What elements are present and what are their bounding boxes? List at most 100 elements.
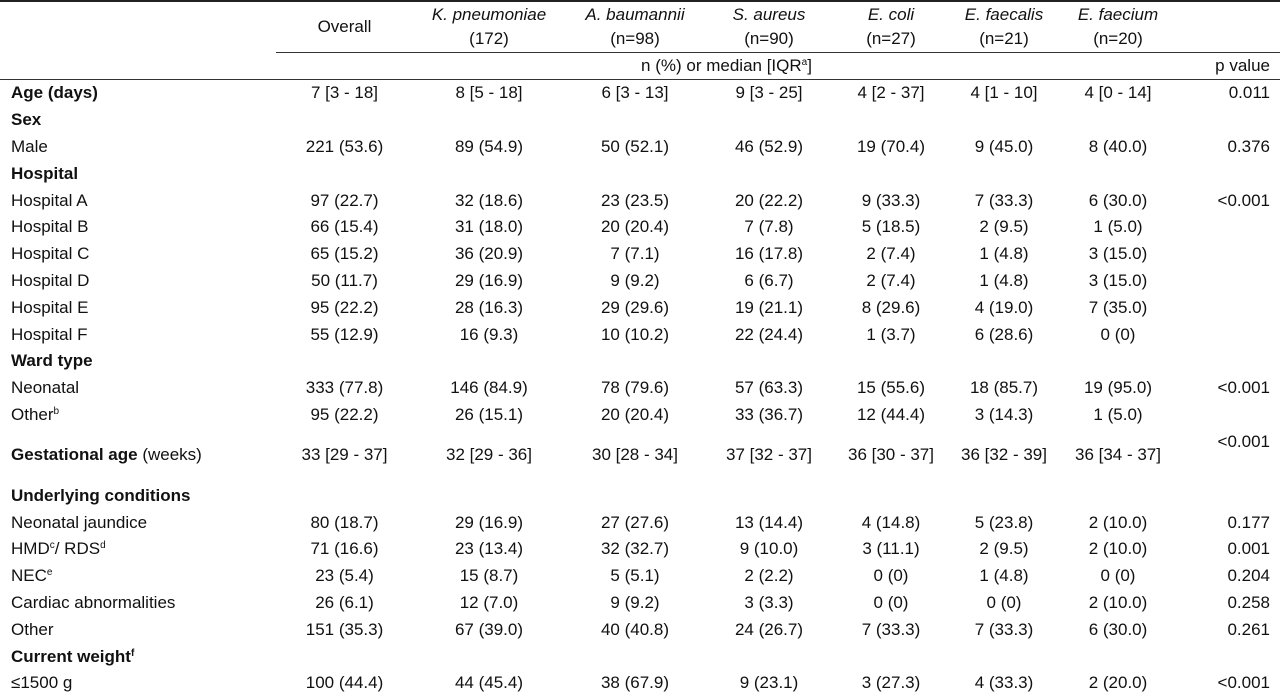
table-cell: 9 (9.2) [610,270,660,290]
table-cell: 6 [3 - 13] [601,83,669,103]
table-cell: 2 (20.0) [1088,673,1148,693]
table-cell: 1 (5.0) [1093,404,1143,424]
table-cell: 8 (40.0) [1088,136,1148,156]
table-cell: 9 (9.2) [610,592,660,612]
table-cell: 80 (18.7) [310,512,379,532]
table-cell: 20 (20.4) [600,404,670,424]
table-cell: 32 (32.7) [600,539,670,559]
header-row-species: Overall K. pneumoniae (172) A. baumannii (… [0,1,1280,53]
table-cell [705,482,833,509]
table-cell: 29 (16.9) [454,512,524,532]
table-cell: 23 (5.4) [315,566,374,586]
table-cell: 28 (16.3) [454,297,524,317]
table-cell: 24 (26.7) [734,619,804,639]
table-body: Age (days) 7 [3 - 18] 8 [5 - 18] 6 [3 - 13]… [0,80,1280,697]
table-cell [1059,643,1177,670]
table-cell: 4 (14.8) [861,512,921,532]
section-row: Underlying conditions [0,482,1280,509]
p-value-cell [1177,241,1280,268]
table-cell: 0 (0) [873,566,909,586]
table-cell: 4 (19.0) [974,297,1034,317]
table-cell [413,160,565,187]
header-group-efm: E. faecium (n=20) [1059,1,1177,53]
table-cell: 6 (6.7) [744,270,794,290]
table-cell: 2 (9.5) [979,217,1029,237]
table-cell: 20 (20.4) [600,217,670,237]
table-cell [949,348,1059,375]
table-cell: 36 [34 - 37] [1074,445,1161,465]
table-cell: 22 (24.4) [734,324,804,344]
table-cell: 2 (10.0) [1088,539,1148,559]
table-row: Hospital D 50 (11.7) 29 (16.9) 9 (9.2) 6 (6.… [0,268,1280,295]
row-label: Ward type [11,351,93,371]
table-cell: 5 (5.1) [610,566,660,586]
table-cell: 4 (33.3) [974,673,1034,693]
p-value-cell: 0.001 [1227,539,1270,559]
table-cell [705,107,833,134]
table-cell: 5 (18.5) [861,217,921,237]
p-value-cell: <0.001 [1217,190,1270,210]
table-cell: 23 (23.5) [600,190,670,210]
table-cell [949,643,1059,670]
table-cell [833,482,949,509]
table-row: Male 221 (53.6) 89 (54.9) 50 (52.1) 46 (52.9… [0,134,1280,161]
table-cell: 57 (63.3) [734,378,804,398]
table-row: Hospital F 55 (12.9) 16 (9.3) 10 (10.2) 22 (… [0,321,1280,348]
p-value-cell [1177,160,1280,187]
table-cell: 20 (22.2) [734,190,804,210]
table-cell: 38 (67.9) [600,673,670,693]
table-cell: 23 (13.4) [454,539,524,559]
table-cell [949,107,1059,134]
table-row: Hospital B 66 (15.4) 31 (18.0) 20 (20.4) 7 (… [0,214,1280,241]
table-cell [565,160,705,187]
table-cell: 0 (0) [1100,324,1136,344]
table-cell: 15 (55.6) [856,378,926,398]
table-cell: 0 (0) [986,592,1022,612]
table-cell: 16 (17.8) [734,244,804,264]
table-cell: 2 (2.2) [744,566,794,586]
table-cell [833,348,949,375]
table-cell: 50 (52.1) [600,136,670,156]
p-value-cell [1177,643,1280,670]
table-cell: 12 (7.0) [459,592,519,612]
table-cell [276,107,413,134]
table-cell: 95 (22.2) [310,297,379,317]
row-label: Neonatal jaundice [11,512,148,532]
table-cell: 50 (11.7) [311,270,378,290]
p-value-cell [1177,107,1280,134]
table-cell: 13 (14.4) [734,512,804,532]
table-cell: 9 (10.0) [739,539,799,559]
p-value-cell [1177,321,1280,348]
table-cell: 7 (35.0) [1088,297,1148,317]
table-cell [413,643,565,670]
row-label: Age (days) [11,83,98,103]
header-blank-units [0,52,276,80]
header-group-ef: E. faecalis (n=21) [949,1,1059,53]
table-cell: 1 (4.8) [979,270,1029,290]
table-cell: 3 (11.1) [862,539,920,559]
table-cell [413,482,565,509]
table-cell: 95 (22.2) [310,404,379,424]
header-blank [0,1,276,53]
row-label: Hospital E [11,297,89,317]
row-label: Neonatal [11,378,80,398]
table-cell: 33 [29 - 37] [301,445,388,465]
table-cell: 2 (7.4) [866,244,916,264]
row-label: Hospital [11,163,79,183]
table-cell: 78 (79.6) [600,378,670,398]
table-cell: 12 (44.4) [856,404,926,424]
table-cell [565,643,705,670]
table-cell: 37 [32 - 37] [725,445,812,465]
header-row-units: n (%) or median [IQRa] p value [0,52,1280,80]
row-label: NECe [11,566,53,586]
table-cell: 1 (4.8) [979,244,1029,264]
table-row: Neonatal 333 (77.8) 146 (84.9) 78 (79.6) 57 … [0,375,1280,402]
table-row: NECe 23 (5.4) 15 (8.7) 5 (5.1) 2 (2.2) 0 (0) 1… [0,563,1280,590]
table-cell: 26 (6.1) [315,592,374,612]
header-count: (n=98) [610,29,660,48]
p-value-cell [1177,482,1280,509]
row-label: Current weightf [11,646,135,666]
table-cell: 36 [30 - 37] [847,445,934,465]
table-cell: 18 (85.7) [969,378,1039,398]
